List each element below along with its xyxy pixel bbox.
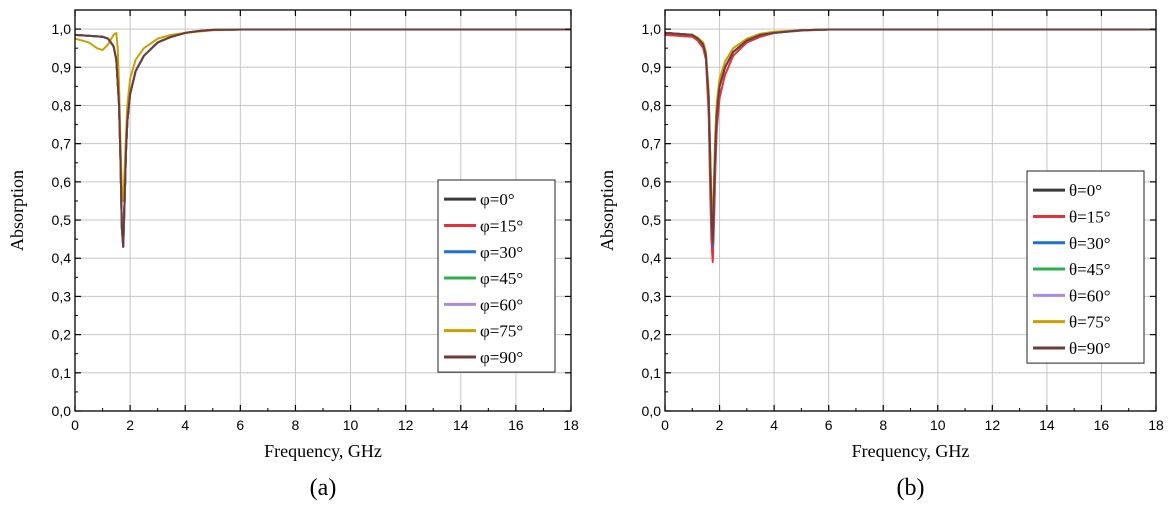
y-axis-label: Absorption: [7, 170, 27, 251]
y-tick-label: 0,8: [52, 97, 72, 113]
legend: θ=0° θ=15° θ=30° θ=45° θ=60° θ=75° θ=90°: [1026, 170, 1145, 364]
x-tick-label: 0: [71, 417, 79, 433]
legend-label: θ=90°: [1069, 339, 1111, 358]
x-axis-label: Frequency, GHz: [264, 441, 382, 461]
y-tick-label: 0,1: [642, 365, 662, 381]
legend-label: θ=15°: [1069, 207, 1111, 226]
y-tick-label: 0,6: [52, 174, 72, 190]
legend-label: φ=75°: [480, 322, 523, 341]
y-tick-label: 1,0: [52, 21, 72, 37]
y-tick-label: 0,8: [642, 97, 662, 113]
x-tick-label: 6: [825, 417, 833, 433]
legend-box: [1026, 170, 1145, 364]
y-tick-label: 0,5: [52, 212, 72, 228]
x-tick-label: 16: [508, 417, 524, 433]
x-axis-label: Frequency, GHz: [852, 441, 970, 461]
x-tick-label: 2: [126, 417, 134, 433]
series-line-6: [75, 28, 571, 202]
x-tick-label: 6: [236, 417, 244, 433]
series-group: [75, 28, 571, 248]
x-tick-label: 12: [398, 417, 414, 433]
y-tick-label: 0,3: [642, 288, 662, 304]
y-tick-label: 0,7: [52, 136, 72, 152]
x-tick-label: 10: [930, 417, 946, 433]
x-tick-label: 14: [453, 417, 469, 433]
y-tick-label: 0,1: [52, 365, 72, 381]
x-tick-label: 2: [716, 417, 724, 433]
series-group: [665, 28, 1156, 264]
legend-label: φ=15°: [480, 216, 523, 235]
legend-label: θ=45°: [1069, 260, 1111, 279]
y-tick-label: 0,0: [52, 403, 72, 419]
x-tick-label: 4: [770, 417, 778, 433]
legend-label: φ=45°: [480, 269, 523, 288]
legend-label: φ=30°: [480, 243, 523, 262]
x-tick-label: 10: [343, 417, 359, 433]
x-tick-label: 0: [661, 417, 669, 433]
y-tick-label: 0,0: [642, 403, 662, 419]
y-tick-label: 0,4: [52, 250, 72, 266]
y-axis-label: Absorption: [597, 170, 617, 251]
x-tick-label: 12: [985, 417, 1001, 433]
legend-label: θ=30°: [1069, 234, 1111, 253]
legend-label: θ=60°: [1069, 286, 1111, 305]
legend-label: θ=75°: [1069, 313, 1111, 332]
legend: φ=0° φ=15° φ=30° φ=45° φ=60° φ=75° φ=90°: [437, 179, 556, 373]
y-tick-label: 0,3: [52, 288, 72, 304]
y-tick-label: 1,0: [642, 21, 662, 37]
y-tick-label: 0,2: [642, 327, 662, 343]
panel-caption: (b): [897, 475, 925, 501]
chart-panel-2: 0 2 4 6 8 10 12 14 16 18 0,0 0,1 0,2 0,3 0,4 0,5 0,6 0,7 0…: [597, 9, 1164, 501]
chart-panel-1: 0 2 4 6 8 10 12 14 16 18 0,0 0,1 0,2 0,3 0,4 0,5 0,6 0,7 0…: [7, 9, 579, 501]
series-line-7: [75, 28, 571, 248]
series-line-7: [665, 28, 1156, 244]
y-tick-label: 0,9: [642, 59, 662, 75]
x-tick-label: 8: [292, 417, 300, 433]
legend-label: φ=0°: [480, 190, 515, 209]
legend-box: [437, 179, 556, 373]
panel-caption: (a): [310, 475, 337, 501]
y-tick-label: 0,6: [642, 174, 662, 190]
x-tick-label: 18: [1148, 417, 1164, 433]
legend-label: φ=60°: [480, 295, 523, 314]
legend-label: φ=90°: [480, 348, 523, 367]
x-tick-label: 18: [563, 417, 579, 433]
y-tick-label: 0,5: [642, 212, 662, 228]
y-tick-label: 0,2: [52, 327, 72, 343]
legend-label: θ=0°: [1069, 181, 1102, 200]
x-tick-label: 14: [1039, 417, 1055, 433]
x-tick-label: 4: [181, 417, 189, 433]
x-tick-label: 16: [1094, 417, 1110, 433]
y-tick-label: 0,9: [52, 59, 72, 75]
y-tick-label: 0,4: [642, 250, 662, 266]
y-tick-label: 0,7: [642, 136, 662, 152]
x-tick-label: 8: [879, 417, 887, 433]
